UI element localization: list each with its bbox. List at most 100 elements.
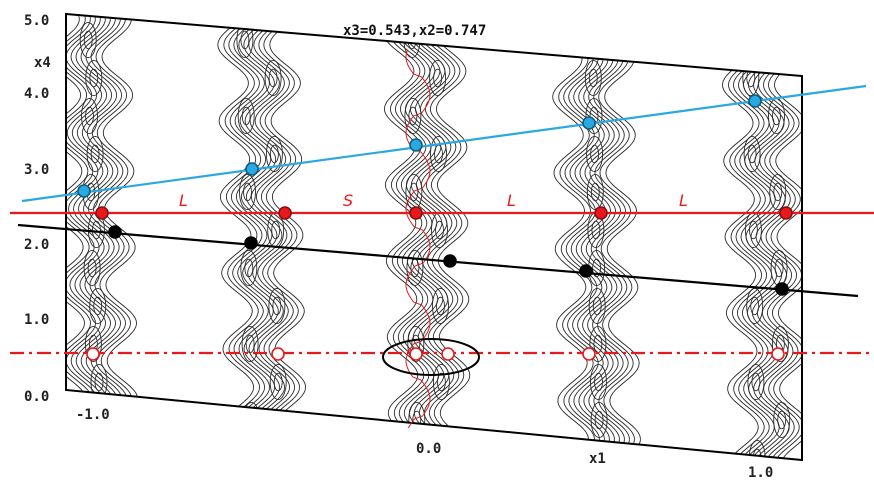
contour-line	[571, 14, 610, 460]
contour-loop	[83, 249, 101, 287]
contour-loop	[264, 59, 282, 97]
contour-loop	[85, 106, 94, 126]
contour-loop	[771, 325, 789, 363]
contour-line	[382, 14, 420, 460]
contour-line	[80, 14, 118, 460]
contour-line	[223, 14, 262, 460]
red-point	[95, 206, 109, 220]
contour-line	[258, 14, 297, 460]
contour-line	[556, 14, 595, 460]
contour-loop	[589, 325, 607, 363]
contour-line	[751, 14, 790, 460]
contour-line	[233, 14, 272, 460]
contour-loop	[594, 372, 603, 392]
markers	[77, 94, 793, 361]
contour-line	[269, 14, 308, 460]
contour-line	[428, 14, 466, 460]
y-axis-label: x4	[34, 55, 51, 71]
black-point	[579, 264, 593, 278]
contour-line	[253, 14, 292, 460]
contour-loop	[769, 173, 787, 211]
contour-loop	[93, 296, 103, 316]
y-tick-label: 0.0	[24, 389, 49, 405]
contour-line	[75, 14, 113, 460]
contour-loop	[407, 325, 425, 363]
contour-loop	[95, 448, 105, 460]
contour-loop	[436, 372, 446, 392]
red-open-point	[441, 347, 455, 361]
red-point	[278, 206, 292, 220]
contour-loop	[591, 220, 601, 240]
contour-line	[70, 14, 108, 460]
contour-loop	[275, 448, 284, 460]
contour-loop	[773, 182, 783, 202]
contour-line	[398, 14, 436, 460]
contour-line	[576, 14, 615, 460]
contour-loop	[588, 68, 598, 88]
blue-point	[77, 184, 91, 198]
contour-loop	[588, 30, 598, 50]
contour-loop	[85, 59, 103, 97]
plot-title: x3=0.543,x2=0.747	[343, 23, 486, 39]
contour-loop	[748, 220, 758, 240]
contour-line	[596, 14, 635, 460]
black-point	[108, 225, 122, 239]
x-axis-label: x1	[589, 451, 606, 467]
contour-loop	[747, 363, 765, 401]
x-tick-label: -1.0	[76, 407, 110, 423]
contour-line	[566, 14, 605, 460]
contour-line	[248, 14, 287, 460]
contour-line	[228, 14, 267, 460]
black-point	[443, 254, 457, 268]
contour-loop	[750, 296, 760, 316]
contour-loop	[239, 173, 256, 211]
contour-line	[766, 14, 802, 460]
contour-loop	[585, 97, 603, 135]
contour-loop	[237, 97, 255, 135]
contour-loop	[594, 410, 604, 430]
contour-loop	[409, 182, 419, 202]
contour-loop	[774, 258, 784, 278]
contour-loop	[265, 135, 283, 173]
contour-field	[66, 14, 802, 460]
contour-loop	[436, 296, 445, 316]
contour-loop	[272, 296, 282, 316]
contour-line	[720, 14, 759, 460]
contour-loop	[584, 59, 602, 97]
contour-loop	[268, 287, 286, 325]
contour-loop	[269, 144, 279, 164]
contour-loop	[94, 372, 104, 392]
segment-label-3: L	[507, 191, 516, 210]
red-open-point	[86, 347, 100, 361]
y-tick-label: 3.0	[24, 162, 49, 178]
contour-loop	[84, 325, 102, 363]
contour-loop	[432, 287, 449, 325]
contour-loop	[240, 249, 258, 287]
contour-line	[263, 14, 302, 460]
blue-line	[21, 84, 867, 203]
blue-point	[409, 138, 423, 152]
contour-line	[581, 14, 620, 460]
contour-line	[243, 14, 282, 460]
contour-loop	[433, 68, 443, 88]
contour-loop	[245, 334, 255, 354]
red-open-point	[409, 347, 423, 361]
contour-loop	[271, 439, 288, 460]
contour-loop	[404, 97, 422, 135]
black-point	[244, 236, 258, 250]
contour-line	[66, 14, 87, 460]
contour-loop	[770, 30, 780, 50]
contour-line	[413, 14, 451, 460]
x-tick-label: 0.0	[416, 441, 441, 457]
red-point	[779, 206, 793, 220]
contour-loop	[271, 220, 281, 240]
contour-loop	[766, 21, 784, 59]
y-tick-label: 5.0	[24, 13, 49, 29]
contour-line	[550, 14, 589, 460]
contour-loop	[751, 372, 761, 392]
plot-frame	[65, 12, 803, 462]
contour-loop	[592, 258, 602, 278]
contour-loop	[244, 258, 254, 278]
contour-loop	[79, 21, 97, 59]
contour-loop	[586, 135, 604, 173]
